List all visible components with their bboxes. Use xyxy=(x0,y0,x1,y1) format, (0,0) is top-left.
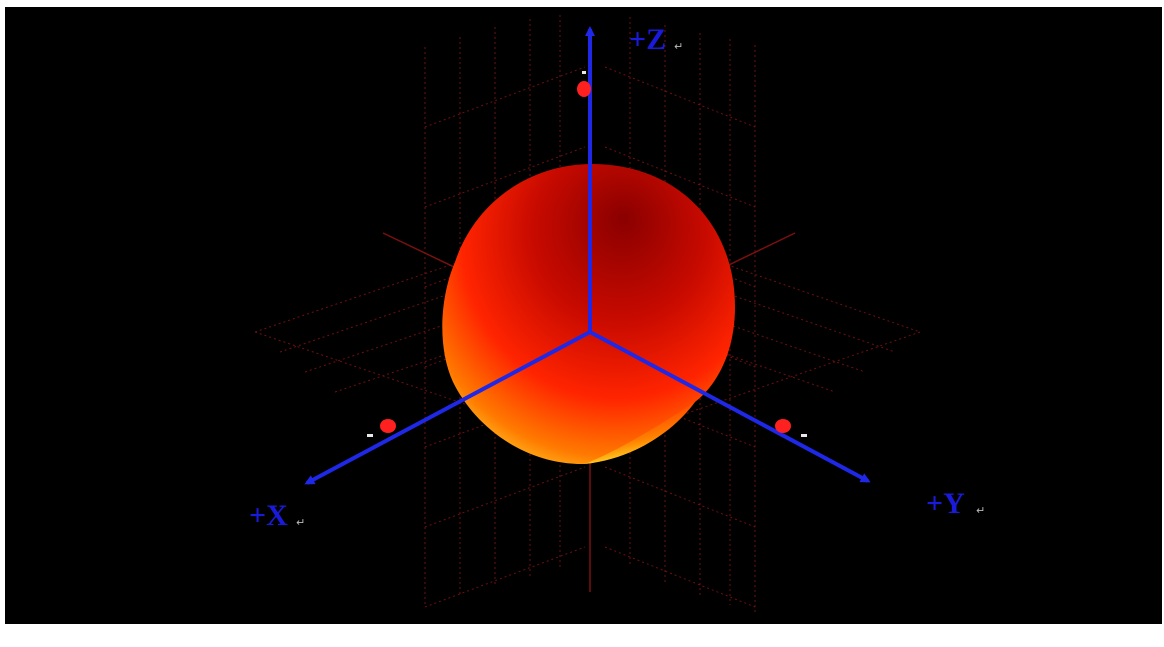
y-axis-label-return-mark: ↵ xyxy=(976,504,985,517)
x-axis-label: +X xyxy=(249,499,288,532)
y-axis-marker xyxy=(775,419,791,433)
radiation-pattern-diagram: +Z ↵ +X ↵ +Y ↵ xyxy=(249,15,985,612)
z-axis-label-return-mark: ↵ xyxy=(674,40,683,53)
axis-markers xyxy=(380,81,791,433)
z-axis-marker xyxy=(577,81,591,97)
y-axis xyxy=(589,330,871,483)
axes xyxy=(304,26,871,485)
z-axis-label: +Z xyxy=(629,23,666,56)
x-axis xyxy=(304,330,591,485)
x-axis-label-return-mark: ↵ xyxy=(296,516,305,529)
marker-glints xyxy=(367,71,807,437)
y-axis-label: +Y xyxy=(926,487,965,520)
x-axis-marker xyxy=(380,419,396,433)
diagram-canvas: +Z ↵ +X ↵ +Y ↵ xyxy=(5,7,1162,624)
